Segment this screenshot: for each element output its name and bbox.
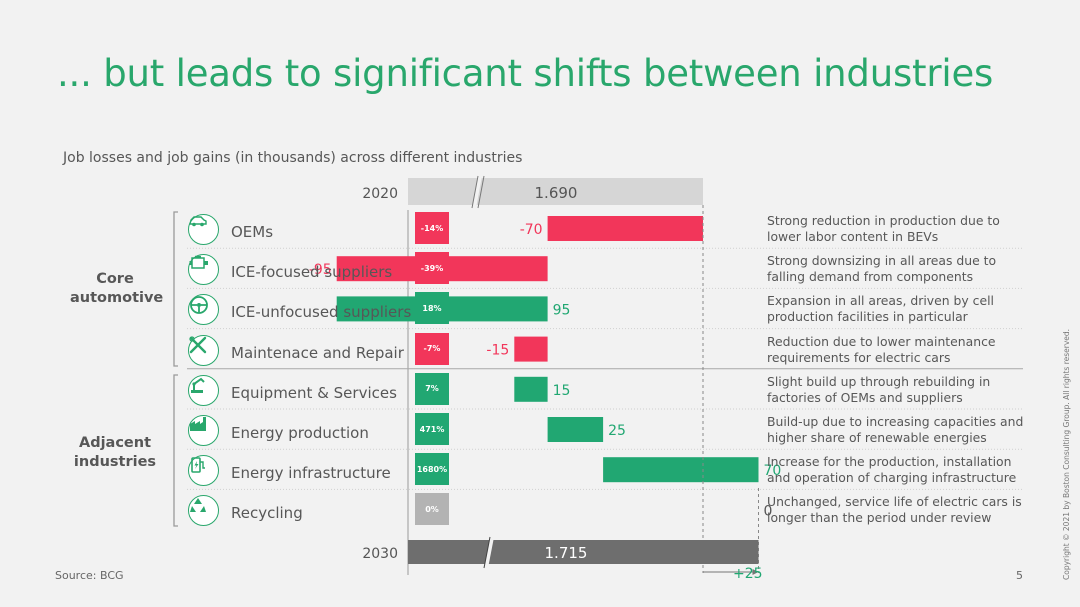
category-description: Increase for the production, installatio… (767, 454, 1032, 486)
waterfall-value-label: 70 (764, 463, 782, 479)
page-number: 5 (1016, 569, 1023, 582)
category-description-line2: production facilities in particular (767, 309, 968, 325)
robot-arm-icon (188, 374, 219, 406)
waterfall-value-label: 15 (553, 383, 571, 399)
group-label-core: Core automotive (70, 270, 164, 308)
category-label: Maintenace and Repair (231, 343, 404, 362)
category-label: ICE-unfocused suppliers (231, 303, 412, 322)
axis-break-line (483, 536, 491, 569)
category-description-line2: and operation of charging infrastructure (767, 470, 1017, 486)
waterfall-value-label: -95 (309, 262, 332, 278)
category-description: Build-up due to increasing capacities an… (767, 414, 1032, 446)
category-description-line2: higher share of renewable energies (767, 430, 987, 445)
category-description-line2: falling demand from components (767, 269, 974, 285)
category-description: Reduction due to lower maintenance requir… (767, 334, 1032, 366)
start-bar-2020 (408, 178, 703, 205)
end-bar-2030 (408, 540, 759, 564)
percent-change-badge: -39% (415, 252, 449, 285)
group-label-adjacent-line1: Adjacent (78, 435, 152, 451)
end-year-label: 2030 (362, 546, 398, 562)
net-change-label: +25 (733, 566, 763, 582)
category-label: OEMs (231, 223, 274, 241)
category-description-line2: longer than the period under review (767, 510, 992, 526)
category-description-line1: Strong reduction in production due to (767, 213, 1000, 228)
category-description-line1: Reduction due to lower maintenance (767, 333, 996, 349)
tools-icon (188, 334, 219, 366)
waterfall-bar (547, 216, 703, 241)
waterfall-bar (514, 336, 548, 362)
source-note: Source: BCG (55, 569, 124, 582)
category-description-line1: Slight build up through rebuilding in (767, 373, 991, 389)
waterfall-bar (547, 417, 604, 442)
category-label: Equipment & Services (231, 383, 397, 402)
category-description-line1: Unchanged, service life of electric cars… (767, 494, 1022, 510)
percent-change-badge: -14% (415, 212, 449, 244)
category-description-line1: Strong downsizing in all areas due to (767, 253, 997, 269)
group-bracket-core (173, 211, 178, 367)
percent-change-badge: -7% (415, 332, 449, 365)
category-description: Strong reduction in production due to low… (767, 213, 1032, 245)
category-description: Slight build up through rebuilding in fac… (767, 374, 1032, 406)
net-change-arrow-head (752, 569, 759, 575)
steering-wheel-icon (188, 294, 219, 326)
start-value-label: 1.690 (535, 184, 578, 202)
end-value-label: 1.715 (545, 544, 588, 562)
category-label: ICE-focused suppliers (231, 263, 393, 282)
category-description-line1: Expansion in all areas, driven by cell (767, 293, 994, 309)
category-description: Strong downsizing in all areas due to fal… (767, 253, 1032, 285)
axis-break-mark (484, 536, 494, 569)
percent-change-badge: 18% (415, 292, 449, 325)
waterfall-value-label: -70 (520, 222, 543, 238)
group-label-adjacent-line2: industries (73, 454, 157, 470)
axis-break-mark (472, 175, 482, 209)
category-description-line2: requirements for electric cars (767, 349, 951, 365)
charging-station-icon (188, 455, 219, 487)
factory-icon (188, 415, 219, 446)
percent-change-badge: 471% (415, 413, 449, 445)
waterfall-value-label: 0 (764, 503, 773, 519)
page-title: ... but leads to significant shifts betw… (57, 52, 994, 95)
copyright-note: Copyright © 2021 by Boston Consulting Gr… (1062, 328, 1071, 580)
group-bracket-adjacent (173, 374, 178, 527)
category-label: Energy production (231, 424, 369, 442)
waterfall-bar (514, 376, 548, 402)
waterfall-value-label: 25 (608, 423, 626, 439)
percent-change-badge: 0% (415, 493, 449, 526)
group-label-adjacent: Adjacent industries (70, 434, 160, 472)
recycle-icon (188, 495, 219, 527)
waterfall-value-label: 95 (553, 302, 571, 318)
category-label: Energy infrastructure (231, 464, 391, 483)
percent-change-badge: 7% (415, 372, 449, 405)
category-label: Recycling (231, 504, 303, 523)
category-description-line2: lower labor content in BEVs (767, 229, 939, 244)
group-label-core-line1: Core (96, 271, 134, 287)
car-icon (188, 214, 219, 245)
category-description-line2: factories of OEMs and suppliers (767, 389, 963, 405)
chart-subtitle: Job losses and job gains (in thousands) … (63, 150, 523, 166)
axis-break-line (471, 175, 479, 209)
category-description: Expansion in all areas, driven by cell pr… (767, 293, 1032, 325)
start-year-label: 2020 (362, 186, 398, 202)
axis-break-line (477, 175, 485, 209)
waterfall-value-label: -15 (486, 343, 509, 359)
category-description-line1: Increase for the production, installatio… (767, 454, 1012, 470)
group-label-core-line2: automotive (70, 290, 164, 306)
category-description-line1: Build-up due to increasing capacities an… (767, 414, 1024, 429)
engine-icon (188, 254, 219, 286)
waterfall-bar (603, 457, 759, 483)
category-description: Unchanged, service life of electric cars… (767, 494, 1032, 526)
percent-change-badge: 1680% (415, 453, 449, 486)
